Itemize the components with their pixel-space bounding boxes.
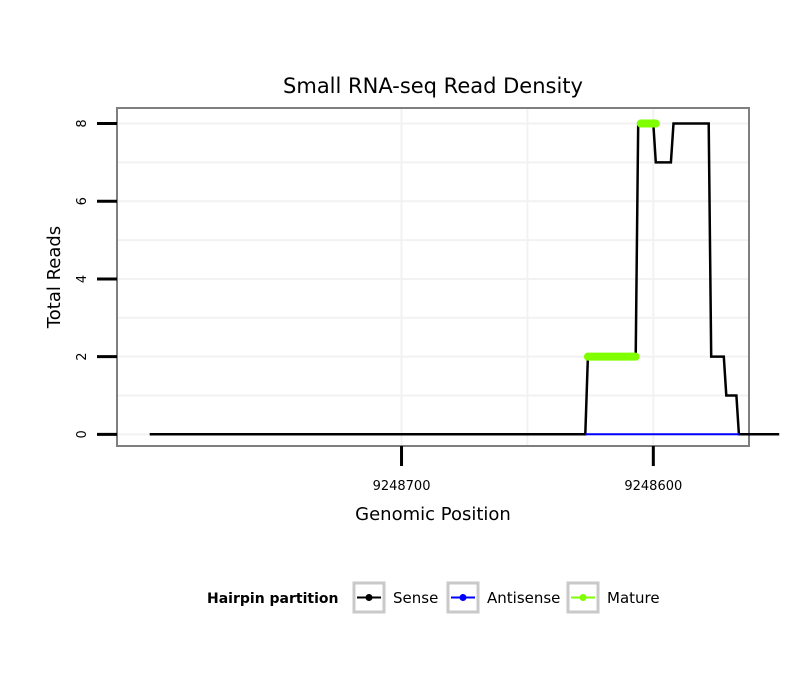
y-tick-label: 6	[75, 197, 90, 205]
legend-point-sense	[365, 594, 373, 601]
legend: Hairpin partition Sense Antisense Mature	[207, 581, 660, 614]
legend-label-sense: Sense	[393, 589, 438, 607]
legend-point-antisense	[459, 594, 467, 601]
y-axis: 0 2 4 6 8	[75, 119, 117, 438]
y-axis-title: Total Reads	[44, 226, 65, 329]
x-tick-label: 9248700	[373, 479, 431, 494]
y-tick-label: 2	[75, 353, 90, 361]
chart-title: Small RNA-seq Read Density	[283, 74, 583, 98]
legend-item-sense: Sense	[352, 581, 438, 614]
legend-label-antisense: Antisense	[487, 589, 560, 607]
legend-label-mature: Mature	[607, 589, 660, 607]
y-tick-label: 4	[75, 275, 90, 283]
x-axis-title: Genomic Position	[355, 504, 511, 525]
x-tick-label: 9248600	[624, 479, 682, 494]
x-axis: 9248700 9248600	[373, 446, 682, 494]
legend-item-antisense: Antisense	[446, 581, 560, 614]
legend-point-mature	[579, 594, 587, 601]
y-tick-label: 8	[75, 119, 90, 127]
plot-panel-border	[116, 107, 750, 447]
legend-title: Hairpin partition	[207, 591, 338, 607]
legend-item-mature: Mature	[566, 581, 660, 614]
y-tick-label: 0	[75, 430, 90, 438]
grid	[117, 108, 749, 446]
series-layer	[149, 119, 780, 436]
